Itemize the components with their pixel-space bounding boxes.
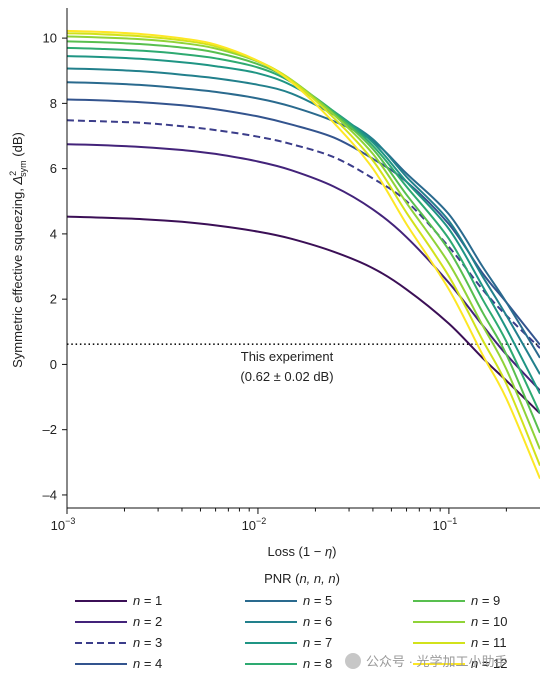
watermark-text: 公众号 · 光学加工小助手 [366, 654, 508, 669]
plot-area [67, 29, 540, 479]
series-line-n11 [67, 32, 540, 466]
series-line-n1 [67, 215, 540, 415]
x-tick-label: 10−2 [242, 516, 267, 533]
x-tick-label: 10−1 [433, 516, 458, 533]
x-axis-title: Loss (1 − η) [267, 544, 336, 559]
series-line-n5 [67, 81, 540, 359]
series-line-n3 [67, 119, 540, 349]
axes: 10 8 6 4 2 0 –2 –4 10−3 10−2 10−1 [43, 8, 540, 533]
legend-label-n6: n = 6 [303, 614, 332, 629]
watermark: 公众号 · 光学加工小助手 [345, 653, 508, 669]
legend: n = 1 n = 2 n = 3 n = 4 n = 5 n = 6 n = 7 n = 8… [75, 593, 508, 671]
series-line-n12 [67, 29, 540, 479]
legend-label-n12: n = 12 [471, 656, 508, 671]
series-line-n4 [67, 98, 540, 346]
legend-label-n8: n = 8 [303, 656, 332, 671]
wechat-icon [345, 653, 361, 669]
y-tick-label: 2 [50, 292, 57, 307]
annotation-label: This experiment [241, 349, 334, 364]
y-tick-label: 6 [50, 161, 57, 176]
legend-label-n5: n = 5 [303, 593, 332, 608]
y-tick-label: 0 [50, 357, 57, 372]
legend-label-n9: n = 9 [471, 593, 500, 608]
y-tick-label: –4 [43, 487, 57, 502]
y-tick-label: 8 [50, 96, 57, 111]
y-tick-label: 10 [43, 31, 57, 46]
x-tick-label: 10−3 [51, 516, 76, 533]
y-axis-title: Symmetric effective squeezing, Δ2sym (dB… [8, 132, 28, 368]
annotation-value: (0.62 ± 0.02 dB) [240, 369, 333, 384]
legend-label-n2: n = 2 [133, 614, 162, 629]
y-tick-label: –2 [43, 422, 57, 437]
legend-label-n1: n = 1 [133, 593, 162, 608]
legend-label-n11: n = 11 [471, 635, 507, 650]
legend-label-n4: n = 4 [133, 656, 162, 671]
legend-label-n10: n = 10 [471, 614, 508, 629]
series-group [67, 29, 540, 479]
legend-title: PNR (n, n, n) [264, 571, 340, 586]
y-tick-label: 4 [50, 226, 57, 241]
legend-label-n3: n = 3 [133, 635, 162, 650]
legend-label-n7: n = 7 [303, 635, 332, 650]
series-line-n10 [67, 35, 540, 450]
